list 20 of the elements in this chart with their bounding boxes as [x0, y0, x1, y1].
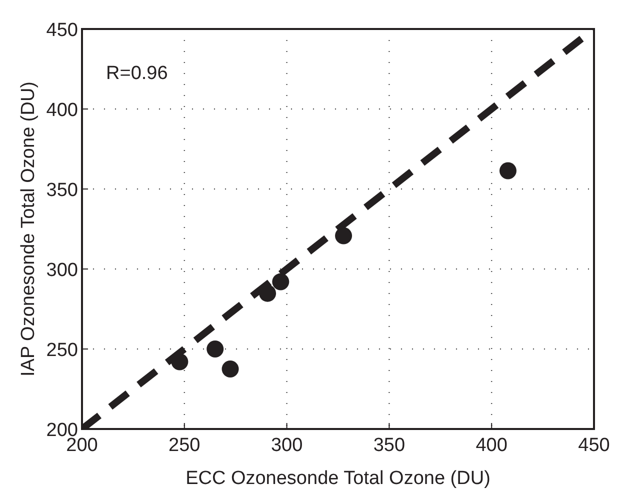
x-axis-title: ECC Ozonesonde Total Ozone (DU)	[186, 468, 490, 489]
annotation: R=0.96	[106, 63, 168, 84]
point	[171, 353, 188, 370]
point	[272, 273, 290, 290]
point	[499, 162, 516, 180]
point	[222, 360, 239, 378]
y-tick-label: 300	[46, 260, 78, 281]
point	[259, 284, 276, 302]
y-tick-label: 250	[46, 340, 78, 361]
x-tick-label: 350	[373, 435, 406, 456]
y-tick-label: 350	[46, 180, 78, 201]
y-axis-title: IAP Ozonesonde Total Ozone (DU)	[18, 81, 39, 377]
x-tick-label: 300	[270, 435, 303, 456]
y-tick-label: 450	[46, 20, 78, 41]
y-tick-label: 400	[46, 100, 78, 121]
x-tick-label: 400	[476, 435, 508, 456]
x-tick-label: 450	[578, 435, 610, 456]
x-tick-label: 250	[168, 435, 200, 456]
point	[206, 340, 224, 358]
point	[335, 227, 352, 244]
